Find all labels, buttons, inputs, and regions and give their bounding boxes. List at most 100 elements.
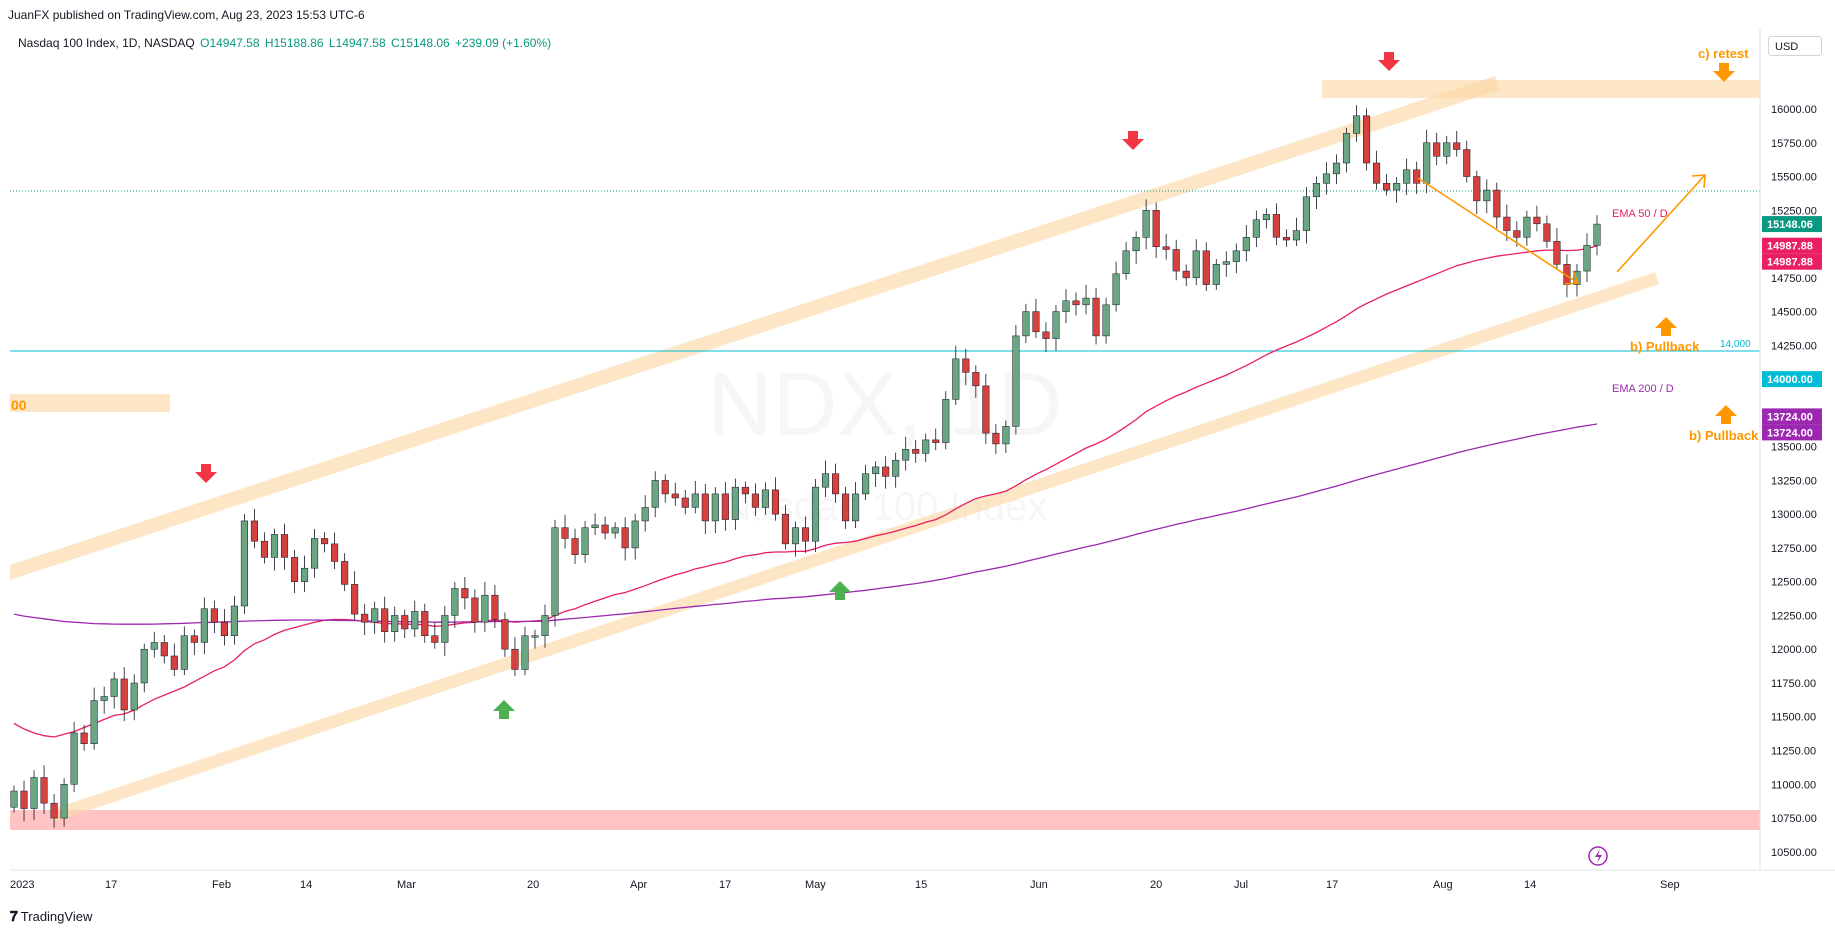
candle: [1463, 140, 1471, 183]
time-tick-label: Apr: [630, 879, 647, 891]
candle: [962, 348, 970, 386]
candle: [511, 637, 519, 677]
candle: [30, 770, 38, 821]
price-tag: 15148.06: [1762, 216, 1822, 233]
published-caption: JuanFX published on TradingView.com, Aug…: [8, 8, 365, 22]
ohlc-high: H15188.86: [264, 36, 324, 50]
candle: [1543, 215, 1551, 248]
footer-brand: 𝟕 TradingView: [10, 908, 92, 925]
candle: [1022, 303, 1030, 344]
candle: [1232, 243, 1240, 274]
candle: [1383, 173, 1391, 196]
candle: [351, 571, 359, 620]
candle: [751, 483, 759, 516]
candle: [170, 643, 178, 676]
candle: [20, 780, 28, 822]
price-tick-label: 11000.00: [1771, 779, 1816, 791]
candle: [190, 629, 198, 656]
ema200-line: [13, 423, 1598, 625]
red-arrow-down-icon: [1378, 52, 1400, 71]
price-axis[interactable]: 16000.0015750.0015500.0015250.0015000.00…: [1771, 104, 1817, 859]
candle: [1473, 170, 1481, 215]
candle: [1292, 217, 1300, 246]
price-tick-label: 11250.00: [1771, 746, 1816, 758]
candle: [701, 484, 709, 535]
candle: [1352, 105, 1361, 142]
candle: [932, 428, 940, 451]
candle: [1012, 325, 1020, 435]
candle: [992, 424, 1000, 454]
candle: [1142, 199, 1150, 250]
candle: [250, 509, 259, 549]
candle: [872, 461, 880, 487]
time-tick-label: 17: [1326, 879, 1338, 891]
candle: [10, 785, 18, 813]
candle: [240, 514, 248, 614]
candle: [601, 516, 609, 540]
candle: [711, 487, 719, 534]
candle: [641, 495, 649, 532]
candle: [260, 532, 269, 564]
time-axis[interactable]: 2023 17 Feb 14 Mar 20 Apr 17 May 15 Jun 20 Jul 17 Aug 1…: [10, 879, 1680, 891]
orange-arrow-up-icon: [1715, 405, 1737, 424]
candle: [1453, 130, 1461, 157]
candle: [621, 517, 629, 561]
candle: [781, 504, 790, 550]
candle: [160, 635, 168, 664]
candle: [912, 439, 920, 463]
price-tick-label: 14250.00: [1771, 340, 1817, 352]
candle: [521, 626, 529, 676]
symbol-legend: Nasdaq 100 Index, 1D, NASDAQ O14947.58 H…: [18, 36, 553, 50]
svg-text:14987.88: 14987.88: [1767, 257, 1813, 269]
candle: [721, 482, 729, 531]
red-arrow-down-icon: [1122, 131, 1144, 150]
candle: [661, 474, 669, 503]
candle: [1533, 205, 1541, 232]
time-tick-label: 14: [300, 879, 312, 891]
price-tick-label: 16000.00: [1771, 104, 1817, 116]
currency-selector[interactable]: USD: [1768, 36, 1822, 56]
channel-lower-band: [50, 272, 1659, 822]
candle: [1363, 108, 1371, 171]
candle: [1342, 127, 1351, 173]
orange-arrow-down-icon: [1713, 63, 1735, 82]
left-zone: [10, 394, 170, 412]
candle: [411, 600, 419, 638]
candle: [942, 391, 950, 450]
candle: [361, 603, 369, 636]
label-b-pullback: b) Pullback: [1630, 339, 1700, 354]
down-projection-arrow: [1417, 177, 1580, 285]
price-tick-label: 12250.00: [1771, 610, 1817, 622]
ohlc-change: +239.09 (+1.60%): [455, 36, 552, 50]
green-arrow-up-icon: [829, 581, 851, 600]
price-tick-label: 11500.00: [1771, 712, 1816, 724]
candle: [50, 793, 58, 828]
price-tick-label: 14500.00: [1771, 307, 1817, 319]
price-chart[interactable]: NDX, 1D Nasdaq 100 Index 00 14,000 c) re…: [0, 28, 1835, 905]
up-projection-arrow: [1616, 174, 1706, 273]
candle: [1172, 239, 1180, 281]
candle: [421, 603, 429, 643]
candle: [220, 609, 228, 646]
candle: [1072, 292, 1080, 316]
candle: [731, 478, 739, 530]
candle: [461, 576, 469, 610]
candle: [1503, 204, 1511, 241]
candle: [180, 626, 188, 676]
lightning-icon[interactable]: [1588, 846, 1608, 866]
candle: [541, 604, 549, 648]
candle: [791, 521, 800, 557]
candle: [691, 480, 699, 514]
candle: [761, 482, 769, 515]
candle: [1302, 186, 1310, 244]
candle: [491, 584, 499, 629]
tradingview-logo-icon: 𝟕: [10, 908, 18, 924]
price-tick-label: 15250.00: [1771, 205, 1817, 217]
symbol-name[interactable]: Nasdaq 100 Index, 1D, NASDAQ: [18, 36, 195, 50]
candle: [1523, 210, 1531, 246]
candle: [902, 436, 910, 471]
candle: [1152, 202, 1160, 258]
watermark-name: Nasdaq 100 Index: [723, 485, 1048, 529]
time-tick-label: 15: [915, 879, 927, 891]
candle: [471, 589, 479, 633]
